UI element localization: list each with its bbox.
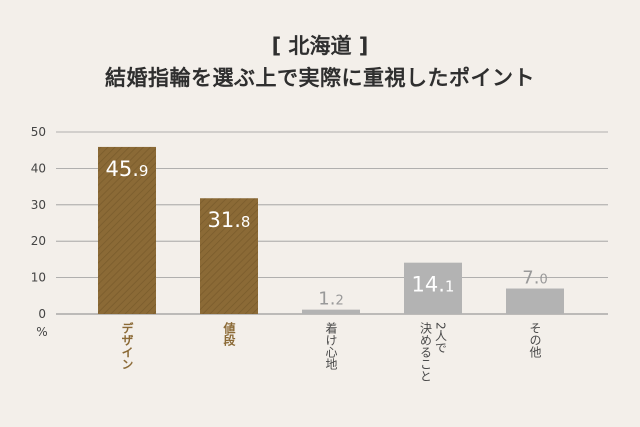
- bar-value-label: 14.1: [412, 273, 455, 297]
- bar-value-label: 1.2: [318, 289, 343, 310]
- category-label: 決めること: [419, 322, 433, 382]
- y-tick-label: 10: [31, 271, 46, 285]
- chart-title: 結婚指輪を選ぶ上で実際に重視したポイント: [105, 66, 535, 90]
- category-label: その他: [528, 322, 542, 358]
- y-tick-label: 30: [31, 198, 46, 212]
- bar: [302, 309, 360, 314]
- y-tick-label: 20: [31, 234, 46, 248]
- category-label: 着け心地: [324, 321, 338, 370]
- y-tick-label: 50: [31, 125, 46, 139]
- y-tick-label: 0: [38, 307, 46, 321]
- y-axis-unit-label: %: [36, 325, 47, 339]
- y-tick-label: 40: [31, 161, 46, 175]
- bar-value-label: 31.8: [208, 208, 251, 232]
- bar: [506, 288, 564, 314]
- bar-value-label: 7.0: [522, 268, 547, 289]
- bar-value-label: 45.9: [106, 157, 149, 181]
- category-label: 値段: [222, 321, 236, 347]
- chart-region-title: [ 北海道 ]: [271, 34, 369, 58]
- category-label: 2人で: [434, 322, 448, 354]
- bar: [200, 198, 258, 314]
- bar: [98, 146, 156, 314]
- bar: [404, 262, 462, 314]
- category-label: デザイン: [120, 321, 134, 370]
